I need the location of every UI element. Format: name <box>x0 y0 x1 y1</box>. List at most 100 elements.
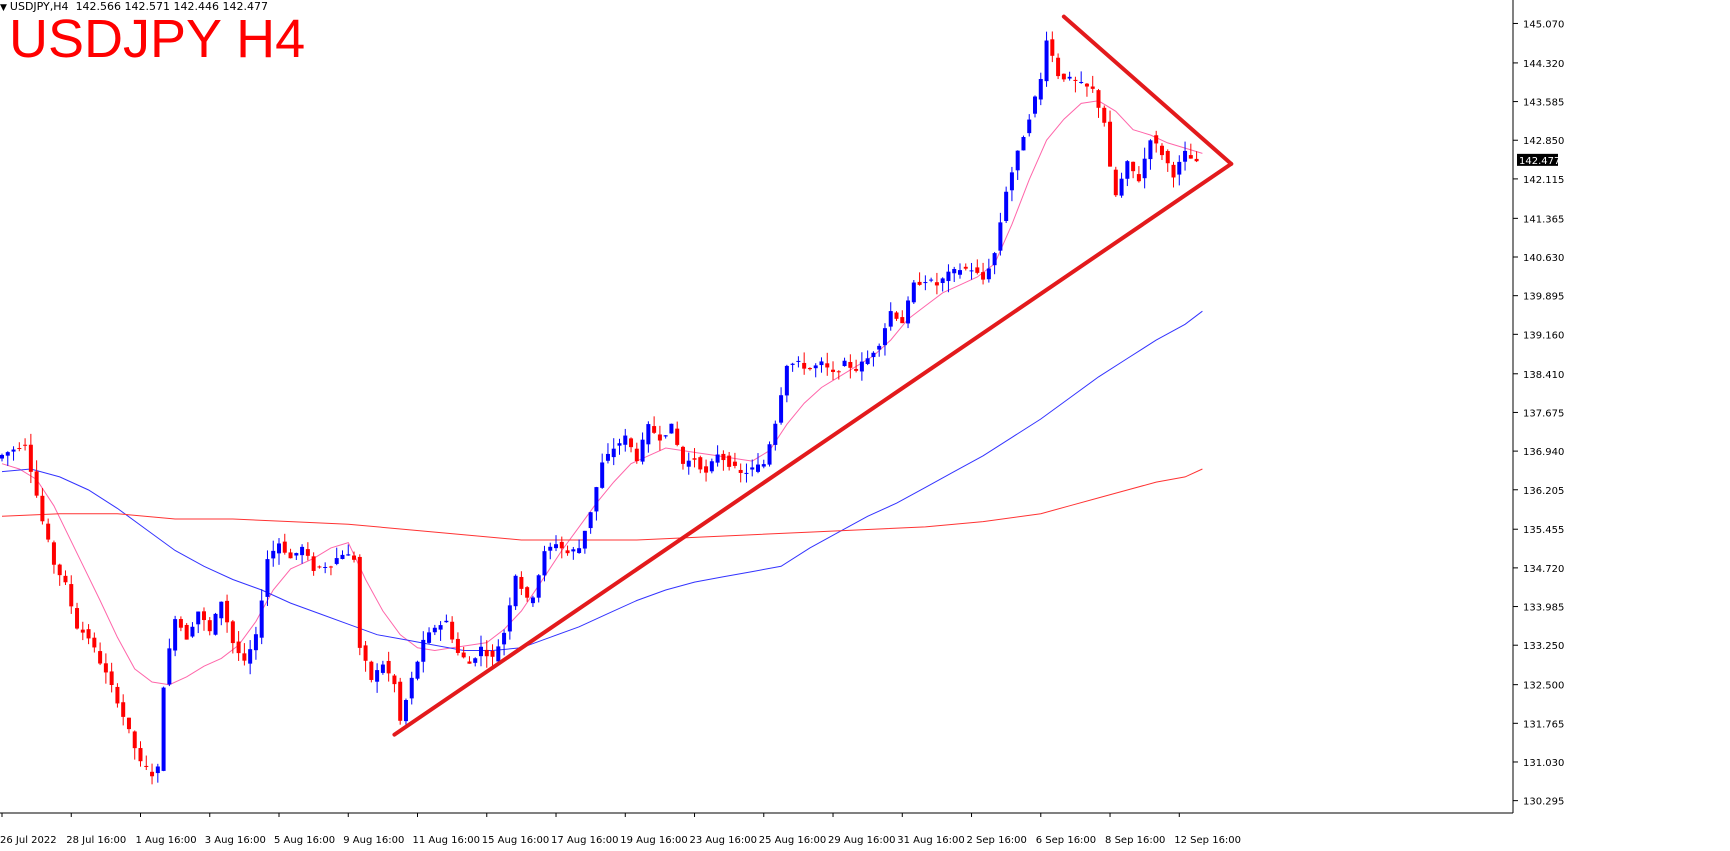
candle <box>1108 110 1113 167</box>
candle-body <box>144 765 149 767</box>
candle-body <box>132 731 137 749</box>
candle <box>911 280 916 304</box>
candle <box>190 622 195 638</box>
candle <box>75 602 80 630</box>
x-tick-label: 28 Jul 16:00 <box>66 835 126 846</box>
candle <box>605 443 610 464</box>
candle <box>63 570 68 586</box>
x-tick-label: 3 Aug 16:00 <box>205 835 266 846</box>
candle-body <box>444 620 449 623</box>
candle <box>132 730 137 760</box>
candle <box>686 452 691 475</box>
candle <box>594 486 599 521</box>
candle <box>761 459 766 469</box>
candle <box>236 631 241 661</box>
candle <box>323 562 328 574</box>
candle <box>657 425 662 451</box>
candle-body <box>715 454 720 463</box>
candle <box>738 463 743 483</box>
candle <box>115 683 120 708</box>
candle <box>17 442 22 452</box>
candle <box>554 535 559 552</box>
y-tick-label: 142.850 <box>1523 136 1564 147</box>
candle-body <box>51 542 56 565</box>
candle <box>640 432 645 465</box>
candle <box>69 575 74 614</box>
candle-body <box>438 625 443 630</box>
candle <box>259 589 264 645</box>
x-tick-label: 9 Aug 16:00 <box>343 835 404 846</box>
candle-body <box>842 360 847 367</box>
candle <box>975 259 980 275</box>
candle <box>992 251 997 275</box>
candle-body <box>467 661 472 664</box>
x-tick-label: 11 Aug 16:00 <box>413 835 480 846</box>
candle <box>363 640 368 672</box>
candle-body <box>1194 158 1199 162</box>
x-tick-label: 12 Sep 16:00 <box>1174 835 1241 846</box>
candle <box>230 619 235 654</box>
candle-body <box>80 629 85 633</box>
candle <box>1113 166 1118 197</box>
candle <box>409 671 414 705</box>
candle-body <box>1131 161 1136 172</box>
y-tick-label: 133.985 <box>1523 603 1564 614</box>
dropdown-triangle-icon[interactable]: ▼ <box>0 3 7 13</box>
candle <box>825 352 830 376</box>
candle-body <box>761 464 766 467</box>
y-tick-label: 139.160 <box>1523 330 1564 341</box>
y-tick-label: 135.455 <box>1523 525 1564 536</box>
candle <box>0 453 4 462</box>
candle <box>727 451 732 471</box>
candle-body <box>640 439 645 462</box>
candle-body <box>300 546 305 556</box>
trendline-2[interactable] <box>1061 14 1234 166</box>
candle <box>161 686 166 772</box>
candle <box>1015 150 1020 180</box>
trendline-1[interactable] <box>392 161 1234 737</box>
candle-body <box>554 544 559 549</box>
y-tick-label: 137.675 <box>1523 408 1564 419</box>
candle-body <box>992 253 997 266</box>
candle <box>380 660 385 675</box>
y-tick-label: 130.295 <box>1523 797 1564 808</box>
candle-body <box>219 601 224 619</box>
candle <box>652 416 657 434</box>
candle-body <box>1009 172 1014 191</box>
candle-body <box>519 576 524 589</box>
candle <box>1177 155 1182 186</box>
candle-body <box>363 645 368 661</box>
candle-body <box>767 444 772 465</box>
candle-body <box>155 766 160 774</box>
moving-averages <box>1 100 1203 686</box>
candle-body <box>1021 137 1026 151</box>
candle <box>923 275 928 291</box>
candle-body <box>611 448 616 458</box>
candle <box>946 264 951 293</box>
x-tick-label: 15 Aug 16:00 <box>482 835 549 846</box>
candle-body <box>121 702 126 717</box>
candle-body <box>184 624 189 640</box>
candle <box>1159 143 1164 161</box>
candle <box>432 624 437 636</box>
candle-body <box>294 553 299 556</box>
candle-body <box>230 621 235 644</box>
candle-body <box>496 646 501 662</box>
candle-body <box>894 312 899 319</box>
candle-body <box>675 428 680 445</box>
candle <box>150 763 155 785</box>
candle <box>294 552 299 561</box>
candle-body <box>721 453 726 461</box>
candle-body <box>1096 90 1101 108</box>
candle-body <box>473 658 478 663</box>
y-tick-label: 136.205 <box>1523 486 1564 497</box>
candle <box>704 459 709 482</box>
candle <box>265 550 270 606</box>
candle-body <box>109 671 114 686</box>
candle <box>559 536 564 559</box>
candle <box>1125 160 1130 187</box>
candle <box>784 364 789 403</box>
candle-body <box>282 541 287 553</box>
candle <box>600 453 605 489</box>
